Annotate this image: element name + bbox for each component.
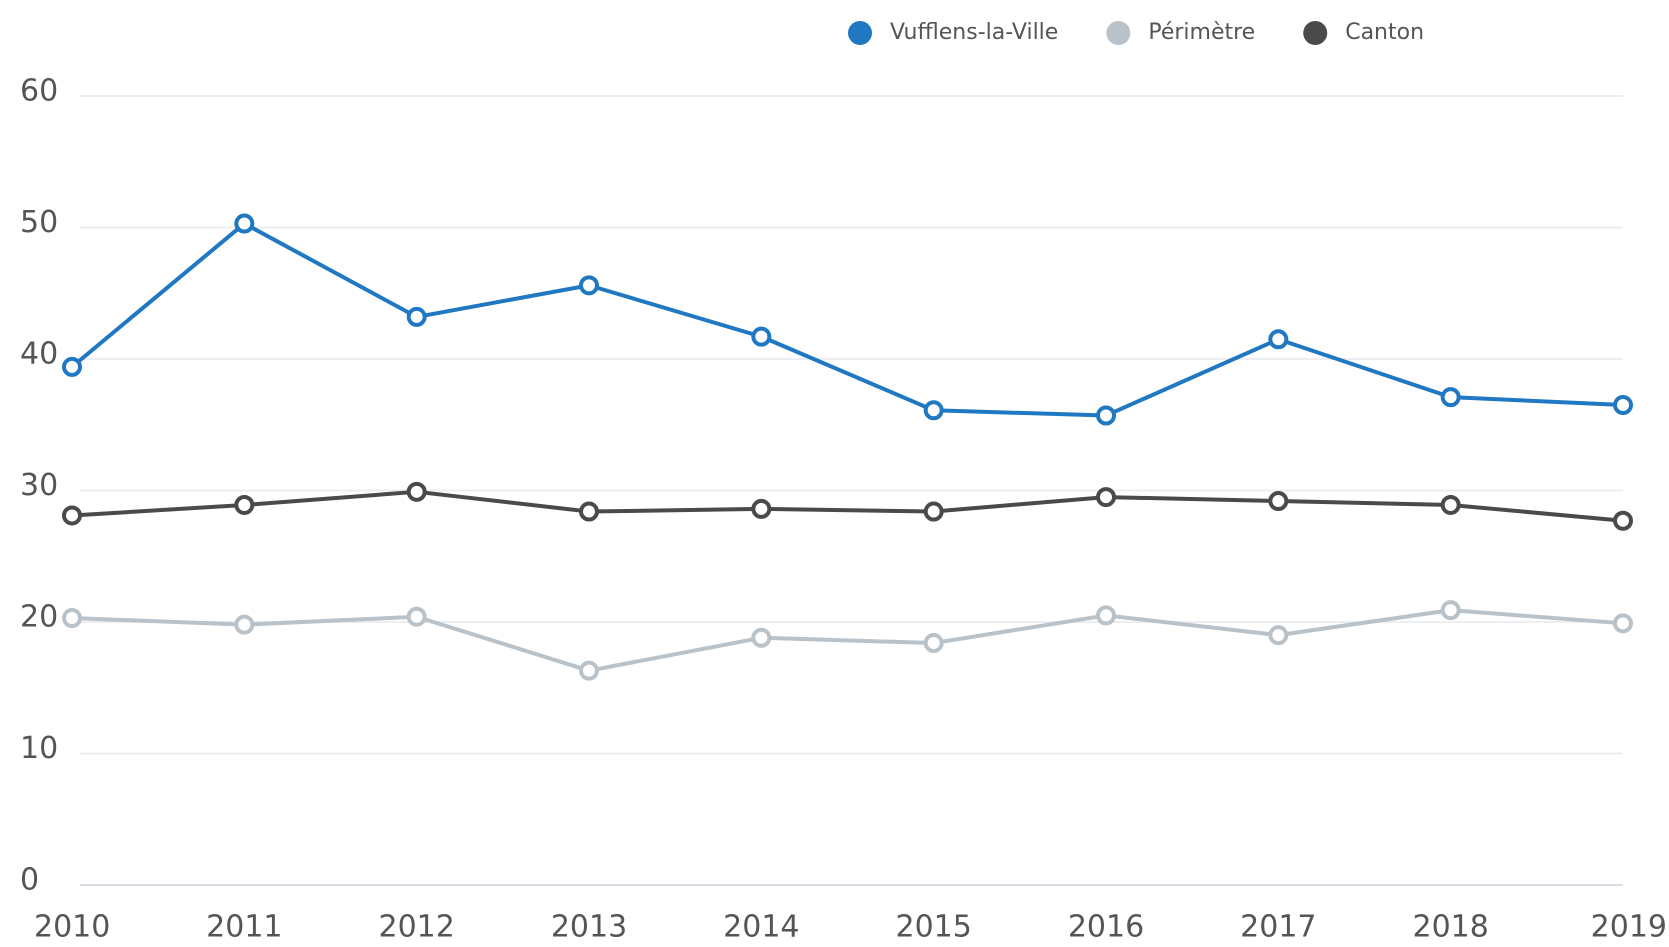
point	[1613, 395, 1633, 416]
legend-marker	[848, 21, 872, 45]
point	[579, 660, 599, 681]
y-tick-label: 20	[20, 600, 58, 635]
point	[1096, 487, 1116, 508]
x-tick-label: 2019	[1591, 910, 1667, 945]
point	[923, 400, 944, 421]
point	[62, 608, 82, 629]
x-tick-label: 2010	[34, 910, 110, 945]
point	[1613, 613, 1633, 634]
y-tick-label: 60	[20, 74, 58, 109]
point	[751, 627, 772, 648]
legend-marker	[1303, 21, 1328, 45]
y-tick-label: 30	[20, 468, 58, 503]
legend-label: Périmètre	[1148, 20, 1255, 45]
x-tick-label: 2013	[551, 910, 627, 945]
point	[751, 326, 772, 347]
point	[579, 501, 599, 522]
legend-label: Vufflens-la-Ville	[890, 20, 1058, 45]
x-tick-label: 2012	[378, 910, 454, 945]
point	[751, 498, 772, 519]
point	[579, 275, 599, 296]
point	[234, 494, 255, 515]
series-line	[71, 608, 1624, 673]
point	[1440, 600, 1461, 621]
y-tick-label: 0	[20, 863, 39, 898]
point	[62, 505, 82, 526]
point	[234, 213, 255, 234]
y-tick-label: 10	[20, 731, 58, 766]
point	[1268, 625, 1289, 646]
x-tick-label: 2017	[1240, 910, 1316, 945]
x-tick-label: 2016	[1068, 910, 1144, 945]
point	[1096, 605, 1116, 626]
point	[1440, 494, 1461, 515]
point	[923, 633, 944, 654]
legend-marker	[1106, 21, 1131, 45]
point	[62, 356, 82, 377]
x-tick-label: 2015	[895, 910, 971, 945]
x-tick-label: 2018	[1412, 910, 1488, 945]
point	[923, 501, 944, 522]
point	[234, 614, 255, 635]
x-tick-label: 2014	[723, 910, 799, 945]
y-tick-label: 40	[20, 337, 58, 372]
x-tick-label: 2011	[206, 910, 282, 945]
y-tick-label: 50	[20, 205, 58, 240]
point	[1268, 329, 1289, 350]
point	[1440, 387, 1461, 408]
point	[406, 481, 427, 502]
series-line	[71, 489, 1624, 523]
point	[1613, 510, 1633, 531]
point	[406, 606, 427, 627]
point	[1268, 491, 1289, 512]
series-line	[70, 221, 1624, 418]
legend-label: Canton	[1345, 20, 1424, 45]
point	[1096, 405, 1116, 426]
point	[406, 306, 427, 327]
